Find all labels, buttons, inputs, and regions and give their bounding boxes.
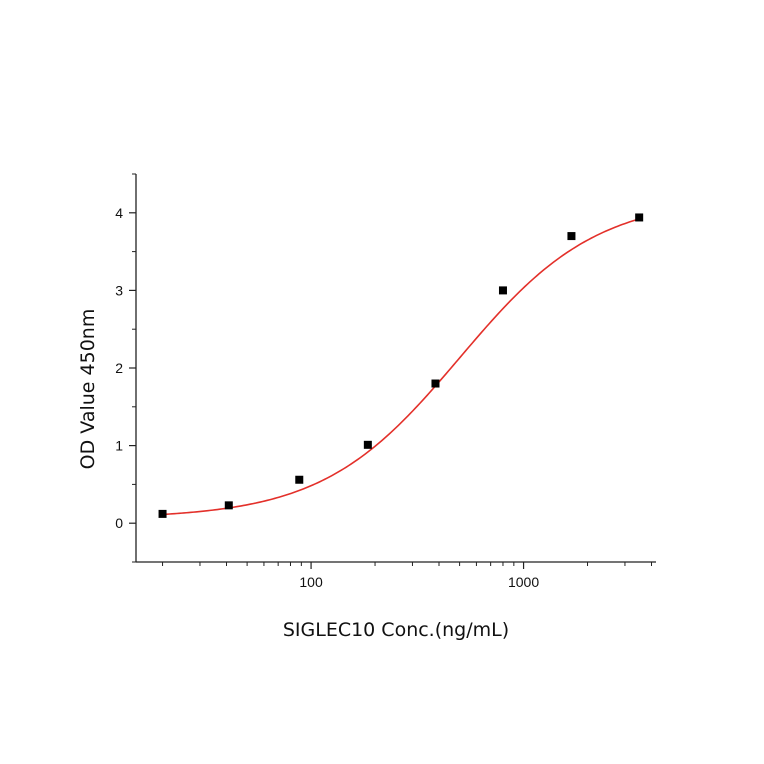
data-point	[431, 379, 440, 388]
x-tick-label: 1000	[508, 574, 539, 590]
x-axis-title: SIGLEC10 Conc.(ng/mL)	[283, 619, 509, 641]
data-point	[224, 501, 233, 510]
y-ticks: 0 1 2 3 4	[115, 173, 136, 563]
data-point	[295, 475, 304, 484]
data-point	[635, 213, 644, 222]
data-point	[363, 440, 372, 449]
x-tick-label: 100	[299, 574, 323, 590]
data-point	[158, 509, 167, 518]
y-axis-title: OD Value 450nm	[77, 309, 99, 470]
fit-curve	[162, 218, 640, 516]
data-point	[567, 232, 576, 241]
y-tick-label: 2	[115, 360, 123, 376]
plot-area	[158, 213, 644, 518]
data-points	[158, 213, 644, 518]
y-tick-label: 3	[115, 282, 123, 298]
y-tick-label: 1	[115, 438, 123, 454]
y-tick-label: 0	[115, 515, 123, 531]
data-point	[498, 286, 507, 295]
x-ticks: 100 1000	[162, 562, 652, 590]
y-tick-label: 4	[115, 205, 123, 221]
